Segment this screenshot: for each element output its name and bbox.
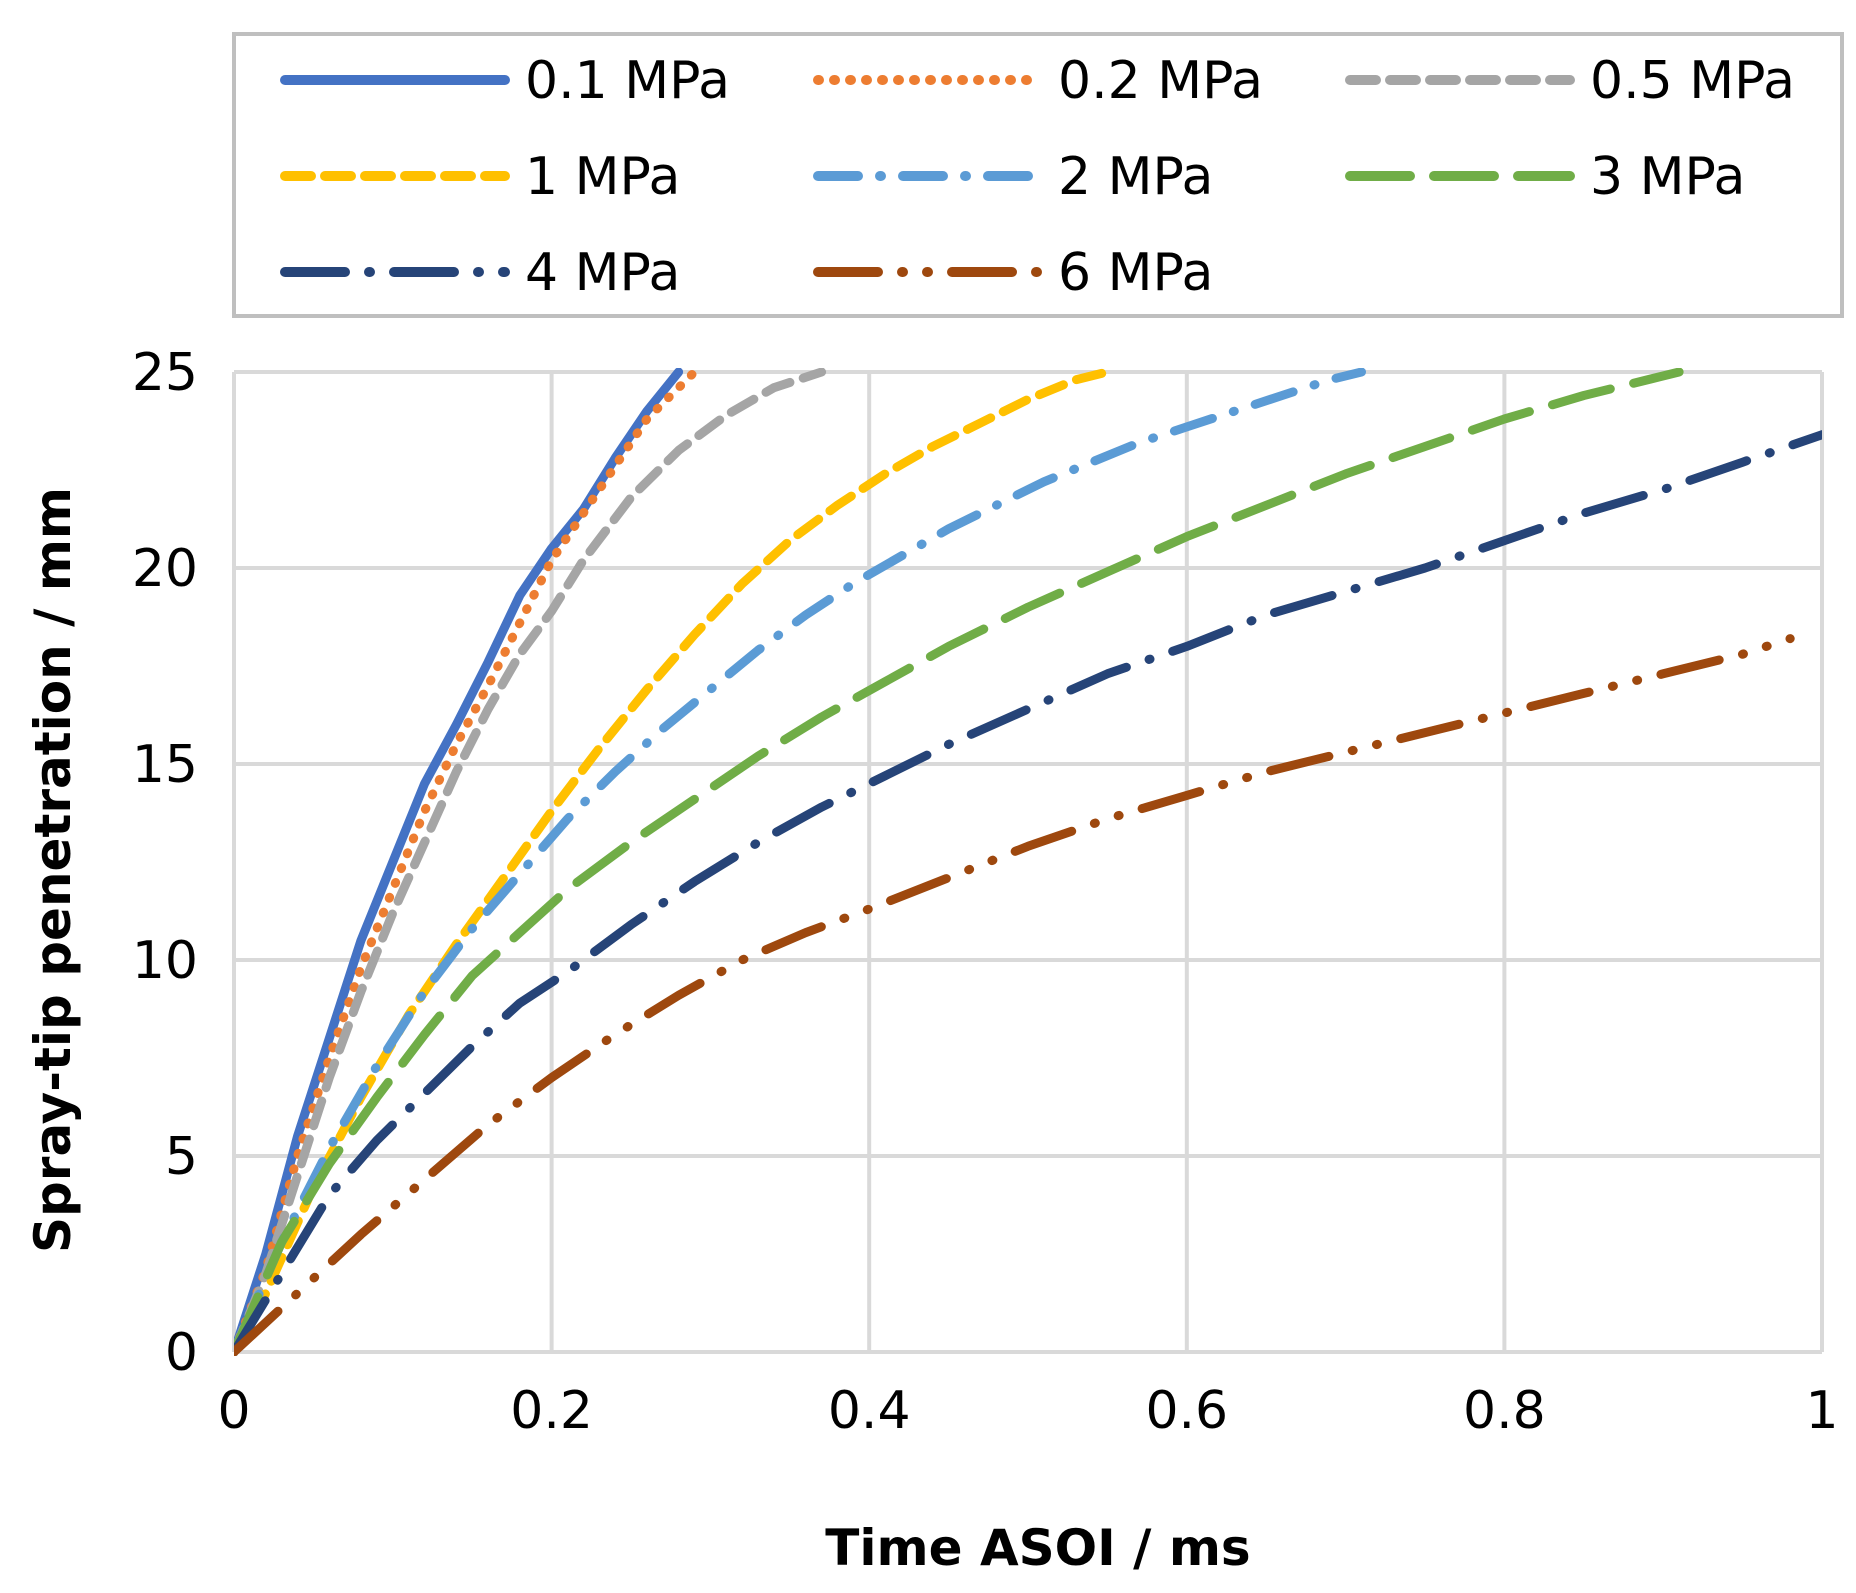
y-tick-label: 15 [132, 735, 198, 795]
x-axis-title: Time ASOI / ms [825, 1519, 1250, 1577]
x-tick-label: 0.4 [828, 1381, 911, 1441]
y-axis-ticks: 0 5 10 15 20 25 [132, 343, 198, 1383]
series-line-0-1-mpa [234, 368, 684, 1356]
y-tick-label: 5 [165, 1127, 198, 1187]
y-axis-title: Spray-tip penetration / mm [24, 487, 82, 1253]
y-tick-label: 25 [132, 343, 198, 403]
legend-label: 4 MPa [525, 243, 680, 303]
series-line-2-mpa [234, 368, 1366, 1356]
x-tick-label: 1 [1805, 1381, 1838, 1441]
series-line-4-mpa [234, 430, 1822, 1356]
y-tick-label: 10 [132, 931, 198, 991]
x-tick-label: 0.2 [510, 1381, 593, 1441]
x-tick-label: 0.6 [1145, 1381, 1228, 1441]
legend-label: 6 MPa [1058, 243, 1213, 303]
series-line-0-5-mpa [234, 368, 827, 1356]
series-line-0-2-mpa [234, 368, 699, 1356]
legend-label: 2 MPa [1058, 147, 1213, 207]
x-tick-label: 0.8 [1463, 1381, 1546, 1441]
series-line-6-mpa [234, 634, 1795, 1356]
legend-label: 0.5 MPa [1590, 51, 1795, 111]
y-tick-label: 20 [132, 539, 198, 599]
series-line-3-mpa [234, 368, 1684, 1356]
y-tick-label: 0 [165, 1323, 198, 1383]
legend-label: 0.1 MPa [525, 51, 730, 111]
legend-label: 3 MPa [1590, 147, 1745, 207]
x-tick-label: 0 [217, 1381, 250, 1441]
grid [232, 370, 1824, 1354]
legend-label: 1 MPa [525, 147, 680, 207]
series-line-1-mpa [234, 368, 1112, 1356]
legend-label: 0.2 MPa [1058, 51, 1263, 111]
legend: 0.1 MPa 0.2 MPa 0.5 MPa 1 MPa 2 MPa 3 MPa 4 MP… [280, 51, 1795, 303]
x-axis-ticks: 0 0.2 0.4 0.6 0.8 1 [217, 1381, 1838, 1441]
series-group [234, 368, 1822, 1356]
